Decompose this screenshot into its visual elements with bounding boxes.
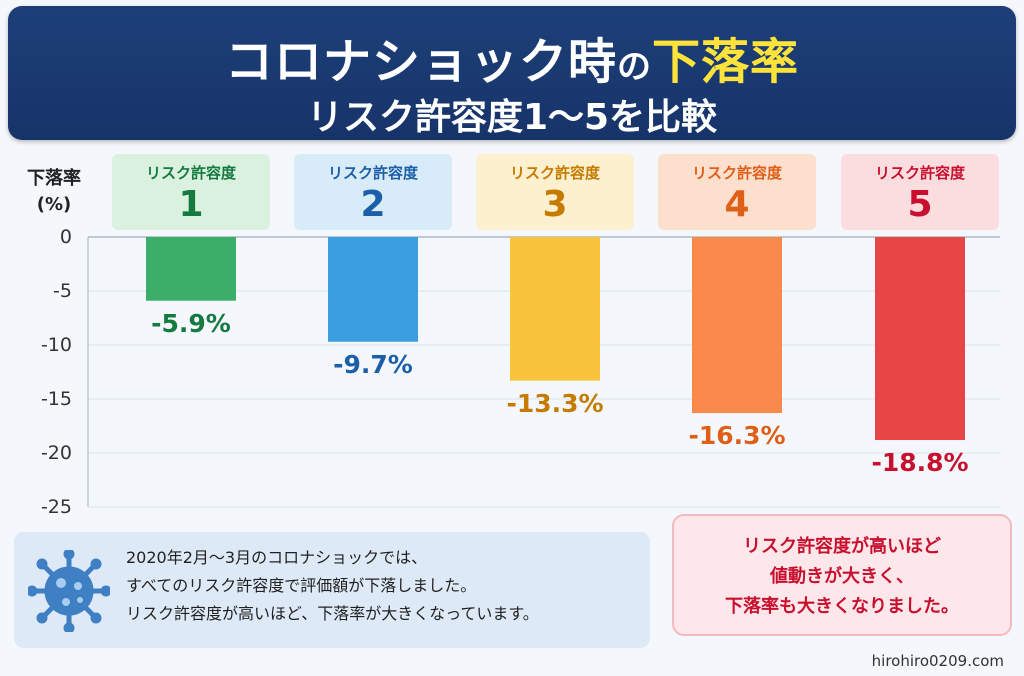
category-number: 3: [542, 184, 568, 225]
category-header-5: リスク許容度 5: [841, 154, 999, 230]
value-label-risk-3: -13.3%: [506, 388, 604, 418]
site-footer: hirohiro0209.com: [871, 652, 1004, 670]
bar-risk-2: [328, 237, 418, 342]
y-axis-title: 下落率 (%): [18, 166, 90, 218]
y-tick-label: -25: [40, 496, 72, 518]
y-tick-label: -15: [40, 388, 72, 410]
note-line: 値動きが大きく、: [770, 566, 914, 587]
category-number: 5: [907, 184, 933, 225]
value-label-risk-2: -9.7%: [333, 349, 413, 379]
y-axis-unit: (%): [36, 194, 72, 215]
bar-risk-5: [875, 237, 965, 441]
y-tick-label: 0: [59, 226, 72, 248]
page-title: コロナショック時の下落率: [8, 22, 1016, 92]
category-header-1: リスク許容度 1: [112, 154, 270, 230]
info-text: 2020年2月〜3月のコロナショックでは、 すべてのリスク許容度で評価額が下落し…: [126, 544, 539, 628]
note-line: リスク許容度が高いほど: [743, 536, 941, 557]
virus-icon: [28, 550, 110, 632]
category-number: 2: [360, 184, 386, 225]
info-box: 2020年2月〜3月のコロナショックでは、 すべてのリスク許容度で評価額が下落し…: [14, 532, 650, 648]
y-tick-label: -20: [40, 442, 72, 464]
value-label-risk-1: -5.9%: [151, 308, 231, 338]
info-line: リスク許容度が高いほど、下落率が大きくなっています。: [126, 604, 539, 623]
bar-risk-3: [510, 237, 600, 381]
note-box: リスク許容度が高いほど 値動きが大きく、 下落率も大きくなりました。: [672, 514, 1012, 636]
title-particle: の: [617, 47, 652, 87]
category-number: 1: [178, 184, 204, 225]
y-axis-label: 下落率: [27, 168, 81, 189]
category-header-4: リスク許容度 4: [658, 154, 816, 230]
info-line: すべてのリスク許容度で評価額が下落しました。: [126, 576, 477, 595]
title-highlight: 下落率: [652, 34, 800, 90]
page-subtitle: リスク許容度1〜5を比較: [306, 97, 718, 138]
info-line: 2020年2月〜3月のコロナショックでは、: [126, 548, 428, 567]
bar-risk-1: [146, 237, 236, 301]
category-label: リスク許容度: [691, 164, 782, 182]
title-main: コロナショック時: [224, 34, 617, 90]
value-label-risk-4: -16.3%: [688, 421, 786, 451]
category-label: リスク許容度: [327, 164, 418, 182]
category-number: 4: [724, 184, 750, 225]
note-line: 下落率も大きくなりました。: [725, 596, 959, 617]
category-header-2: リスク許容度 2: [294, 154, 452, 230]
bar-risk-4: [692, 237, 782, 414]
y-tick-label: -5: [53, 280, 72, 302]
y-tick-label: -10: [40, 334, 72, 356]
note-text: リスク許容度が高いほど 値動きが大きく、 下落率も大きくなりました。: [674, 532, 1010, 622]
category-label: リスク許容度: [145, 164, 236, 182]
category-header-3: リスク許容度 3: [476, 154, 634, 230]
title-banner: コロナショック時の下落率 リスク許容度1〜5を比較: [8, 6, 1016, 140]
value-label-risk-5: -18.8%: [871, 448, 969, 478]
category-label: リスク許容度: [509, 164, 600, 182]
category-label: リスク許容度: [874, 164, 965, 182]
